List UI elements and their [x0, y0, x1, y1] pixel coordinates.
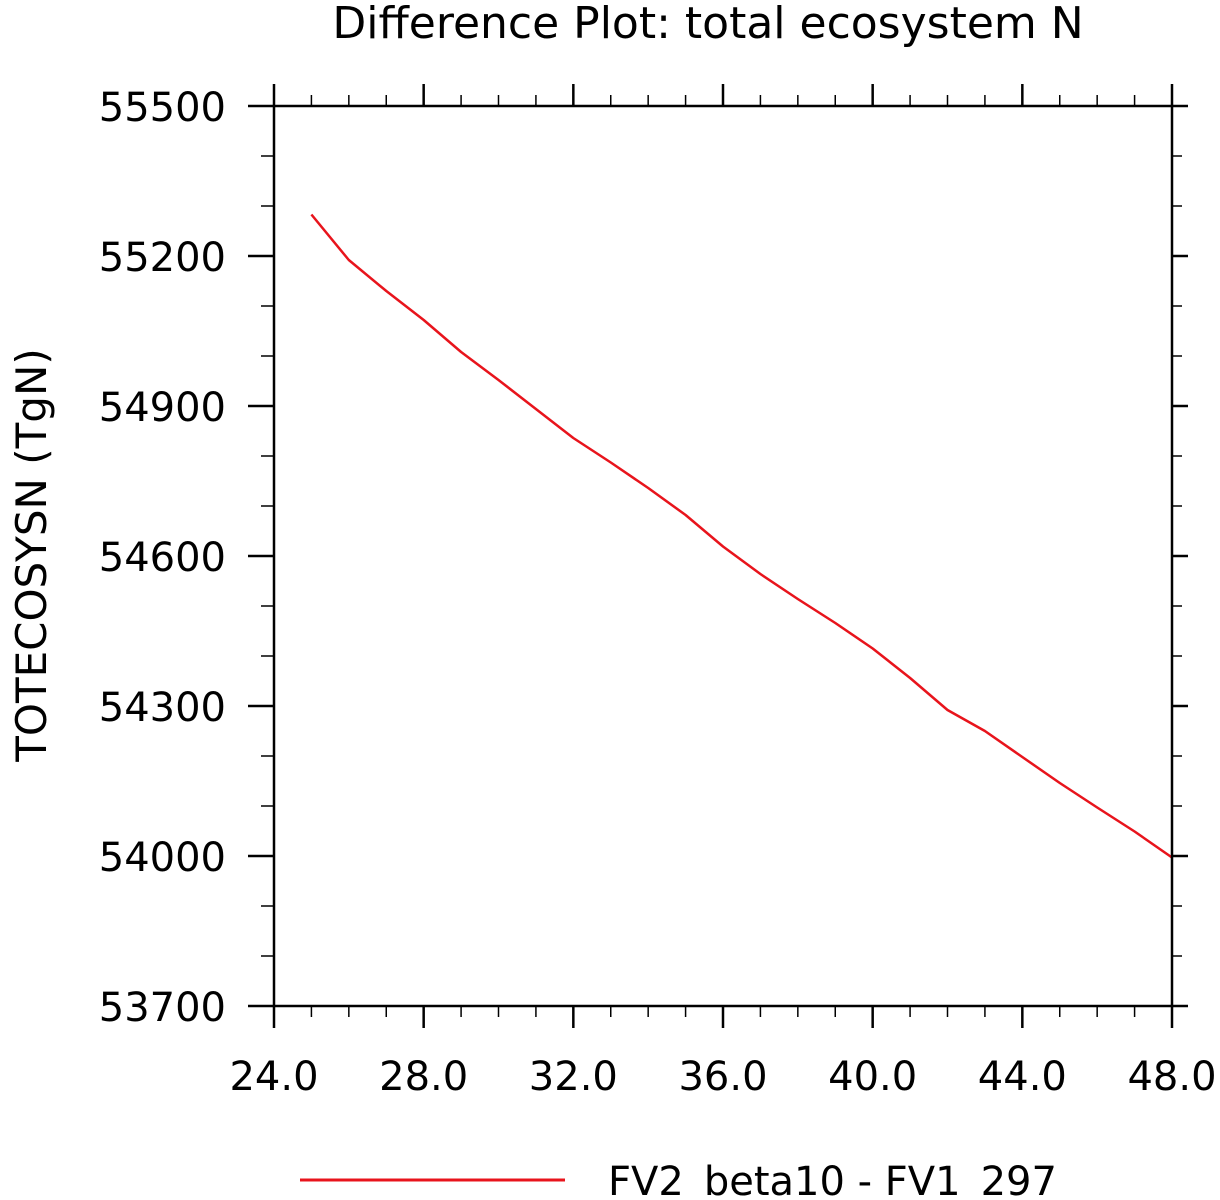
axis-ticks	[248, 84, 1188, 1028]
y-tick-label: 55200	[99, 235, 226, 281]
x-tick-label: 28.0	[379, 1054, 468, 1100]
x-tick-label: 44.0	[978, 1054, 1067, 1100]
y-tick-label: 54000	[99, 835, 226, 881]
x-tick-label: 40.0	[828, 1054, 917, 1100]
series-line	[310, 213, 1173, 859]
chart-title: Difference Plot: total ecosystem N	[332, 0, 1083, 49]
x-tick-label: 36.0	[678, 1054, 767, 1100]
plot-lines	[310, 213, 1173, 859]
legend: FV2_beta10 - FV1_297	[300, 1159, 1057, 1200]
axis-tick-labels: 24.0 28.0 32.0 36.0 40.0 44.0 48.0 53700 54000 54…	[99, 85, 1217, 1100]
plot-frame	[272, 104, 1174, 1008]
x-tick-label: 32.0	[529, 1054, 618, 1100]
legend-entry-label: FV2_beta10 - FV1_297	[608, 1159, 1057, 1200]
y-tick-label: 53700	[99, 985, 226, 1031]
x-tick-label: 24.0	[229, 1054, 318, 1100]
y-tick-label: 54600	[99, 535, 226, 581]
y-tick-label: 54300	[99, 685, 226, 731]
x-tick-label: 48.0	[1127, 1054, 1216, 1100]
y-tick-label: 54900	[99, 385, 226, 431]
y-tick-label: 55500	[99, 85, 226, 131]
y-axis-label: TOTECOSYSN (TgN)	[7, 348, 56, 763]
